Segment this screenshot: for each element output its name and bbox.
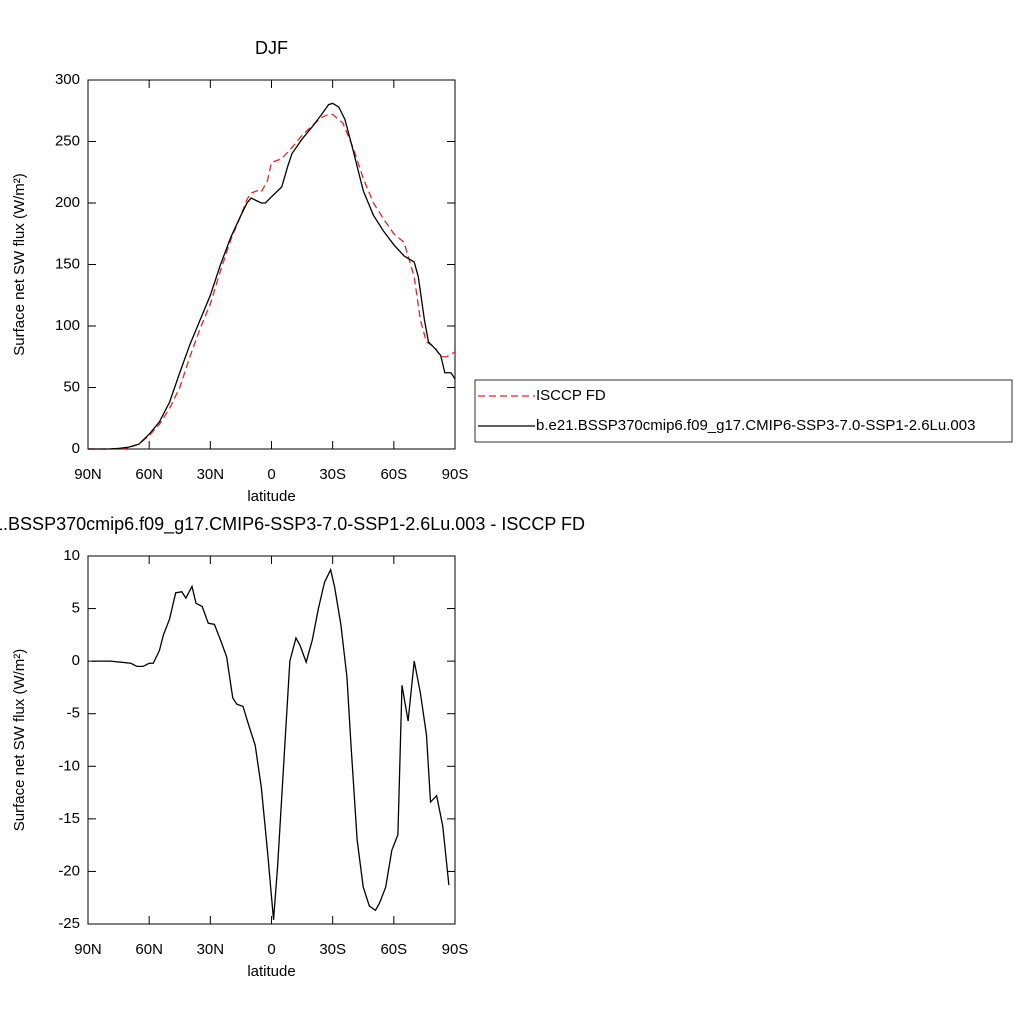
x-tick-label: 90N xyxy=(74,941,102,958)
x-tick-label: 30S xyxy=(319,466,346,483)
y-axis-label: Surface net SW flux (W/m²) xyxy=(11,649,28,832)
y-axis-label: Surface net SW flux (W/m²) xyxy=(11,173,28,356)
x-tick-label: 0 xyxy=(267,941,275,958)
y-tick-label: 0 xyxy=(72,652,80,669)
plot-frame xyxy=(87,79,456,450)
y-tick-label: 200 xyxy=(55,194,80,211)
y-tick-label: 50 xyxy=(63,378,80,395)
x-tick-label: 60N xyxy=(135,466,163,483)
legend-box xyxy=(474,379,1013,443)
chart-title: DJF xyxy=(255,38,288,58)
x-tick-label: 60S xyxy=(380,466,407,483)
y-tick-label: -15 xyxy=(58,810,80,827)
y-tick-label: -10 xyxy=(58,757,80,774)
x-tick-label: 90S xyxy=(442,941,469,958)
y-tick-label: 250 xyxy=(55,132,80,149)
y-tick-label: 150 xyxy=(55,255,80,272)
data-line xyxy=(92,567,450,920)
legend-label: ISCCP FD xyxy=(536,387,606,404)
y-tick-label: -5 xyxy=(67,705,80,722)
y-tick-label: 5 xyxy=(72,600,80,617)
x-tick-label: 30N xyxy=(197,941,225,958)
x-tick-label: 90S xyxy=(442,466,469,483)
legend-label: b.e21.BSSP370cmip6.f09_g17.CMIP6-SSP3-7.… xyxy=(536,417,975,434)
x-tick-label: 60N xyxy=(135,941,163,958)
y-tick-label: 10 xyxy=(63,547,80,564)
chart-title: b.e21.BSSP370cmip6.f09_g17.CMIP6-SSP3-7.… xyxy=(0,514,585,535)
y-tick-label: 100 xyxy=(55,317,80,334)
y-tick-label: -20 xyxy=(58,862,80,879)
y-tick-label: 300 xyxy=(55,71,80,88)
x-tick-label: 0 xyxy=(267,466,275,483)
x-tick-label: 90N xyxy=(74,466,102,483)
x-tick-label: 30S xyxy=(319,941,346,958)
y-tick-label: -25 xyxy=(58,915,80,932)
x-axis-label: latitude xyxy=(247,963,295,980)
data-line xyxy=(88,113,456,450)
x-tick-label: 60S xyxy=(380,941,407,958)
x-axis-label: latitude xyxy=(247,488,295,505)
y-tick-label: 0 xyxy=(72,440,80,457)
data-line xyxy=(88,102,456,450)
x-tick-label: 30N xyxy=(197,466,225,483)
